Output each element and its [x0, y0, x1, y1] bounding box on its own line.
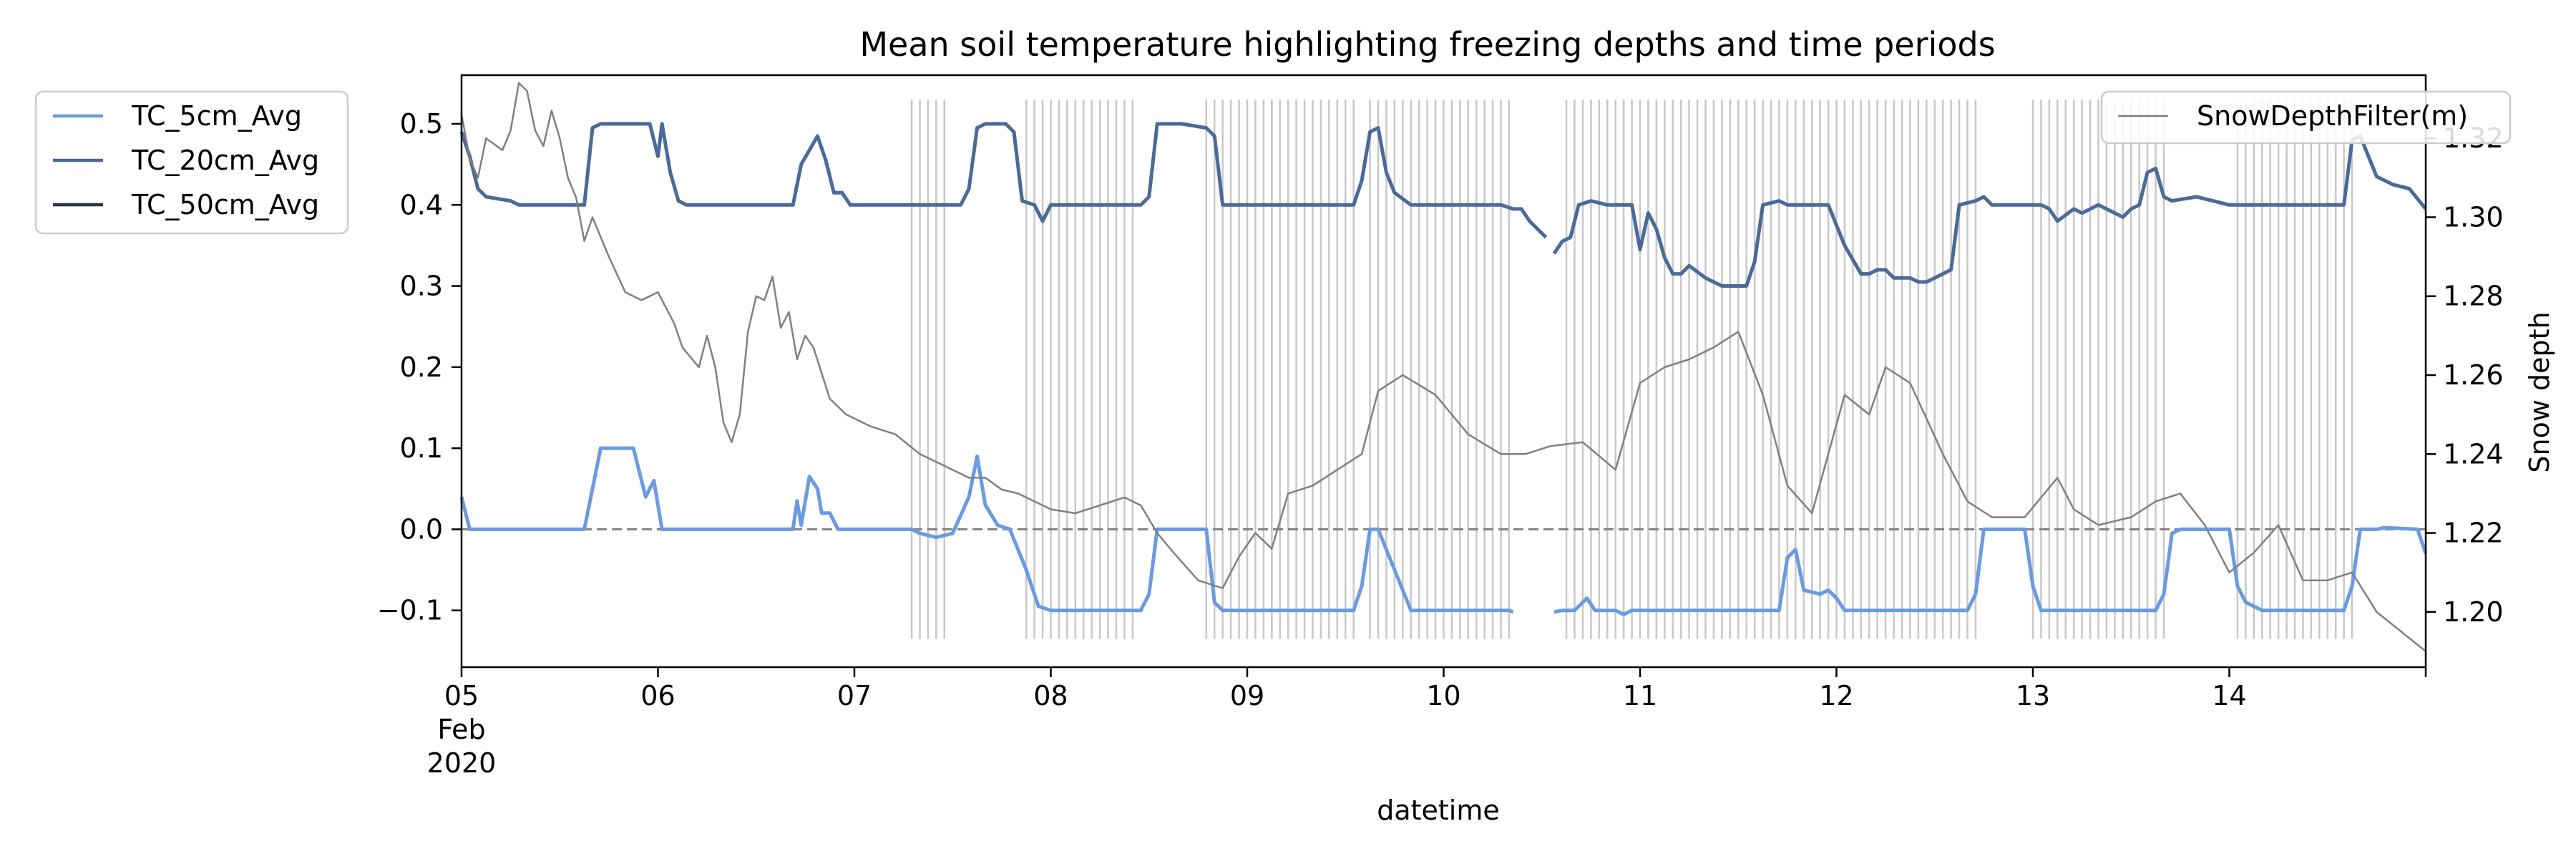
- y-tick-label: 0.3: [400, 271, 443, 302]
- y-axis-left: −0.1 0.0 0.1 0.2 0.3 0.4 0.5: [377, 108, 462, 626]
- legend-right: SnowDepthFilter(m): [2100, 90, 2512, 145]
- y2-tick-label: 1.24: [2443, 438, 2504, 470]
- x-tick-label: 07: [837, 680, 872, 712]
- legend-label-tc50: TC_50cm_Avg: [131, 189, 319, 220]
- series-layer: [459, 82, 2428, 652]
- x-tick-label: 09: [1230, 680, 1264, 712]
- y2-axis-title: Snow depth: [2524, 311, 2555, 472]
- y2-tick-label: 1.28: [2443, 281, 2504, 312]
- y-tick-label: −0.1: [377, 595, 443, 626]
- x-tick-sublabel: 2020: [427, 747, 497, 779]
- series-line-tc-5cm-avg-part2: [1553, 525, 2428, 616]
- y-tick-label: 0.1: [400, 432, 443, 464]
- y2-tick-label: 1.26: [2443, 359, 2504, 391]
- y2-tick-label: 1.22: [2443, 518, 2504, 549]
- x-tick-label: 10: [1426, 680, 1460, 712]
- x-tick-label: 06: [640, 680, 675, 712]
- series-line-tc-5cm-avg: [459, 446, 1514, 614]
- legend-label-tc5: TC_5cm_Avg: [131, 100, 302, 132]
- y2-tick-label: 1.30: [2443, 201, 2504, 233]
- x-tick-sublabel: Feb: [437, 714, 485, 745]
- legend-left: TC_5cm_Avg TC_20cm_Avg TC_50cm_Avg: [34, 90, 349, 235]
- series-line-tc-20cm-avg: [459, 122, 1548, 239]
- y-tick-label: 0.2: [400, 351, 443, 383]
- y-tick-label: 0.0: [400, 513, 443, 545]
- x-axis-title: datetime: [1377, 795, 1500, 826]
- chart-title: Mean soil temperature highlighting freez…: [859, 25, 1995, 64]
- y-tick-label: 0.4: [400, 189, 443, 220]
- series-line-tc-20cm-avg-part2: [1552, 134, 2427, 288]
- series-line-snowdepthfilter-m-: [460, 82, 2426, 652]
- x-tick-label: 12: [1819, 680, 1853, 712]
- x-tick-label: 05: [444, 680, 479, 712]
- legend-label-tc20: TC_20cm_Avg: [131, 145, 319, 176]
- legend-left-frame: [34, 90, 349, 235]
- freeze-period-markers: [910, 99, 2353, 639]
- legend-right-frame: [2100, 90, 2512, 145]
- x-tick-label: 13: [2016, 680, 2050, 712]
- y-tick-label: 0.5: [400, 108, 443, 140]
- y2-tick-label: 1.20: [2443, 596, 2504, 628]
- x-tick-label: 08: [1033, 680, 1068, 712]
- legend-label-snow: SnowDepthFilter(m): [2197, 100, 2468, 132]
- x-tick-label: 11: [1623, 680, 1657, 712]
- x-tick-label: 14: [2212, 680, 2246, 712]
